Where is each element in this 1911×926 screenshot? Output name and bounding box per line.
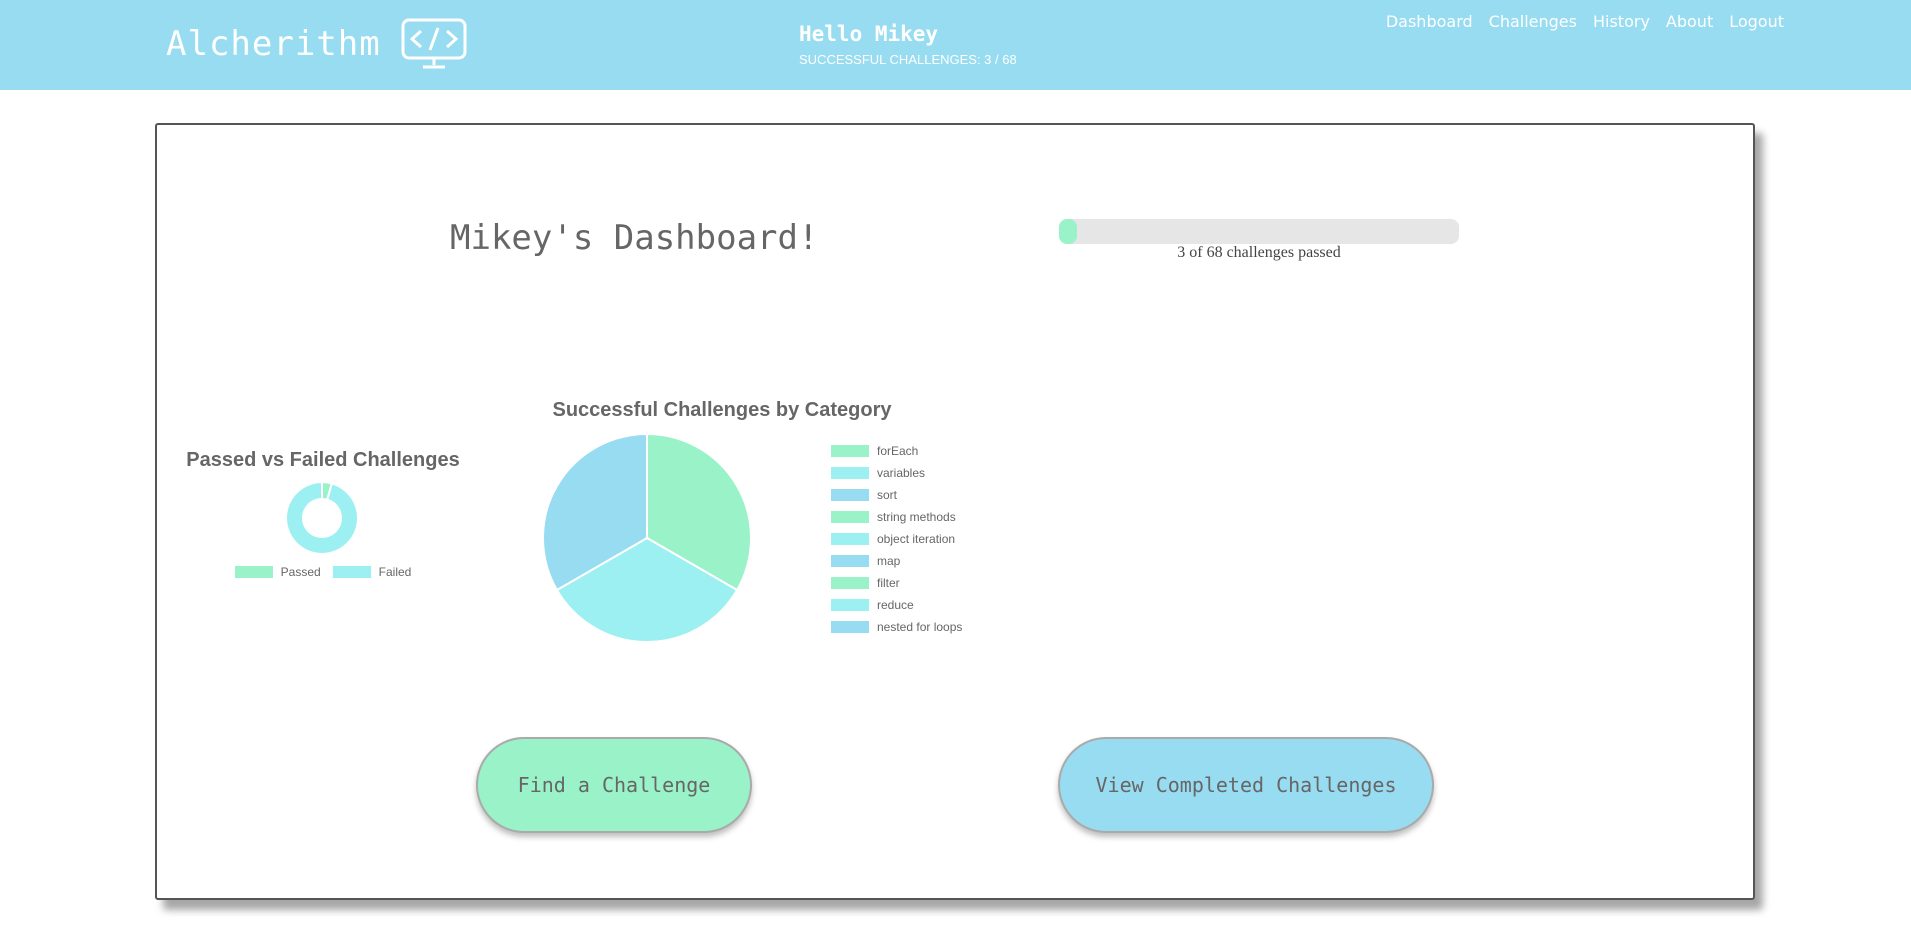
view-completed-button[interactable]: View Completed Challenges: [1058, 737, 1434, 833]
dashboard-card: [155, 123, 1755, 900]
category-pie-chart: [542, 432, 752, 643]
main-nav: Dashboard Challenges History About Logou…: [1386, 12, 1784, 31]
legend-swatch-failed: [332, 566, 371, 578]
progress-bar: [1059, 219, 1459, 244]
nav-history[interactable]: History: [1592, 12, 1650, 31]
nav-about[interactable]: About: [1665, 12, 1714, 31]
legend-swatch-nested-for-loops: [831, 621, 869, 633]
legend-swatch-sort: [831, 489, 869, 501]
legend-item-map[interactable]: map: [831, 550, 962, 572]
legend-swatch-filter: [831, 577, 869, 589]
progress-fill: [1059, 219, 1077, 244]
legend-label-nested-for-loops: nested for loops: [877, 620, 963, 634]
legend-label-foreach: forEach: [877, 444, 919, 458]
passed-failed-donut-chart: [285, 480, 359, 555]
legend-label-sort: sort: [877, 488, 898, 502]
legend-item-object-iteration[interactable]: object iteration: [831, 528, 962, 550]
legend-swatch-variables: [831, 467, 869, 479]
legend-swatch-object-iteration: [831, 533, 869, 545]
brand-name: Alcherithm: [166, 24, 381, 64]
legend-swatch-reduce: [831, 599, 869, 611]
legend-item-nested-for-loops[interactable]: nested for loops: [831, 616, 962, 638]
category-chart-title: Successful Challenges by Category: [552, 399, 892, 421]
legend-swatch-map: [831, 555, 869, 567]
legend-swatch-foreach: [831, 445, 869, 457]
greeting: Hello Mikey SUCCESSFUL CHALLENGES: 3 / 6…: [799, 22, 1017, 67]
success-count: SUCCESSFUL CHALLENGES: 3 / 68: [799, 52, 1017, 67]
legend-label-reduce: reduce: [877, 598, 914, 612]
page-title: Mikey's Dashboard!: [450, 218, 819, 258]
nav-challenges[interactable]: Challenges: [1488, 12, 1577, 31]
top-header: Alcherithm Hello Mikey SUCCESSFUL CHALLE…: [0, 0, 1911, 90]
legend-label-filter: filter: [877, 576, 900, 590]
category-slice-sort[interactable]: [542, 432, 648, 592]
code-monitor-icon: [401, 18, 467, 69]
legend-item-reduce[interactable]: reduce: [831, 594, 962, 616]
passed-failed-chart-title: Passed vs Failed Challenges: [186, 449, 460, 471]
find-challenge-button[interactable]: Find a Challenge: [476, 737, 752, 833]
legend-item-foreach[interactable]: forEach: [831, 440, 962, 462]
brand[interactable]: Alcherithm: [166, 18, 467, 70]
legend-item-passed[interactable]: Passed: [234, 565, 321, 579]
category-legend: forEach variables sort string methods object…: [831, 440, 962, 638]
legend-label-failed: Failed: [378, 565, 412, 579]
greeting-title: Hello Mikey: [799, 22, 939, 46]
legend-item-string-methods[interactable]: string methods: [831, 506, 962, 528]
legend-label-variables: variables: [877, 466, 926, 480]
passed-failed-slice-failed[interactable]: [285, 480, 359, 555]
legend-item-failed[interactable]: Failed: [332, 565, 412, 579]
legend-label-map: map: [877, 554, 901, 568]
legend-item-filter[interactable]: filter: [831, 572, 962, 594]
nav-dashboard[interactable]: Dashboard: [1385, 12, 1473, 31]
passed-failed-legend: Passed Failed: [170, 565, 476, 579]
legend-swatch-string-methods: [831, 511, 869, 523]
legend-label-object-iteration: object iteration: [877, 532, 956, 546]
legend-item-sort[interactable]: sort: [831, 484, 962, 506]
progress-label: 3 of 68 challenges passed: [1177, 244, 1341, 261]
legend-swatch-passed: [234, 566, 273, 578]
nav-logout[interactable]: Logout: [1729, 12, 1784, 31]
legend-label-string-methods: string methods: [877, 510, 956, 524]
legend-label-passed: Passed: [280, 565, 321, 579]
legend-item-variables[interactable]: variables: [831, 462, 962, 484]
category-slice-foreach[interactable]: [646, 432, 752, 592]
